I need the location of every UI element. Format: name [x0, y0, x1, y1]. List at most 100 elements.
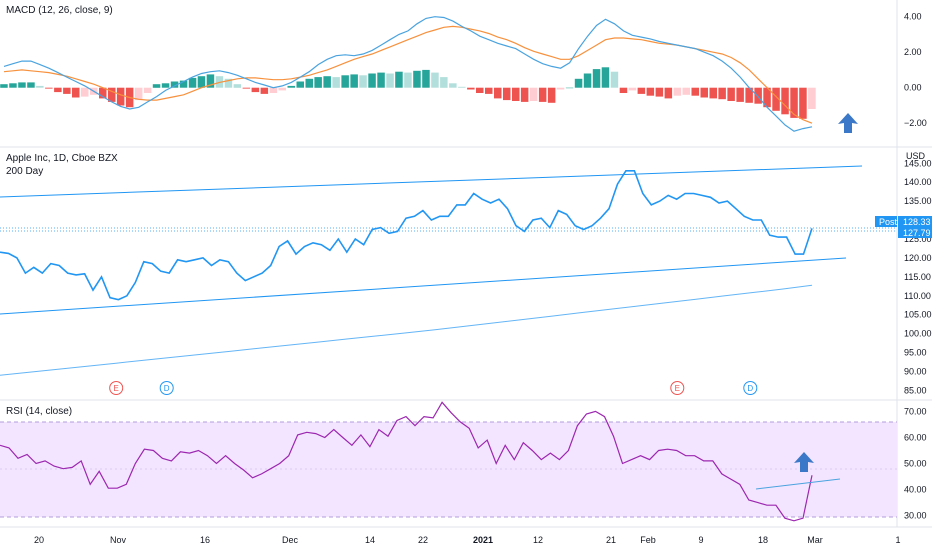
earnings-marker[interactable]: E	[109, 381, 124, 395]
x-axis: 20 Nov 16 Dec 14 22 2021 12 21 Feb 9 18 Mar 1	[34, 535, 901, 545]
x-tick-label: Feb	[640, 535, 656, 545]
macd-hist-bar	[700, 87, 708, 98]
rsi-up-arrow-icon	[794, 452, 814, 472]
price-tick-label: 125.00	[904, 234, 932, 244]
x-tick-label: 12	[533, 535, 543, 545]
event-letter: E	[114, 384, 119, 393]
ma-200-line	[0, 284, 813, 376]
rsi-tick-label: 40.00	[904, 485, 927, 495]
rsi-trendline	[755, 478, 841, 490]
macd-hist-bar	[251, 87, 260, 93]
price-pane: 145.00140.00135.00130.00125.00120.00115.…	[0, 151, 932, 395]
macd-hist-bar	[99, 87, 107, 99]
event-letter: E	[675, 384, 680, 393]
price-line	[0, 170, 813, 301]
macd-hist-bar	[72, 87, 80, 98]
macd-hist-bar	[628, 87, 637, 91]
macd-hist-bar	[781, 87, 789, 115]
macd-hist-bar	[790, 87, 798, 118]
macd-hist-bar	[242, 87, 251, 89]
macd-hist-bar	[422, 69, 430, 88]
macd-hist-bar	[440, 77, 448, 88]
x-tick-label: 22	[418, 535, 428, 545]
macd-hist-bar	[673, 87, 682, 96]
macd-hist-bar	[583, 73, 592, 88]
price-axis: 145.00140.00135.00130.00125.00120.00115.…	[904, 158, 932, 395]
macd-hist-bar	[0, 84, 8, 88]
price-tick-label: 140.00	[904, 177, 932, 187]
macd-hist-bar	[134, 87, 143, 101]
dividend-marker[interactable]: D	[743, 381, 758, 395]
macd-hist-bar	[332, 77, 340, 88]
price-tick-label: 95.00	[904, 348, 927, 358]
macd-hist-bar	[664, 87, 673, 99]
macd-hist-bar	[745, 87, 753, 103]
macd-hist-bar	[395, 71, 403, 88]
macd-hist-bar	[278, 87, 286, 91]
macd-tick-label: 4.00	[904, 12, 922, 22]
macd-hist-bar	[323, 76, 331, 88]
macd-hist-bar	[116, 87, 125, 106]
macd-hist-bar	[161, 83, 170, 88]
rsi-tick-label: 50.00	[904, 459, 927, 469]
x-tick-label: 20	[34, 535, 44, 545]
price-tick-label: 110.00	[904, 291, 931, 301]
macd-hist-bar	[494, 87, 502, 99]
macd-hist-bar	[269, 87, 278, 93]
macd-hist-bar	[18, 82, 26, 88]
macd-hist-bar	[736, 87, 744, 102]
macd-hist-bar	[476, 87, 484, 93]
macd-hist-bar	[538, 87, 547, 102]
macd-hist-bar	[170, 81, 179, 88]
currency-label: USD	[906, 151, 926, 161]
macd-hist-bar	[763, 87, 771, 108]
macd-hist-bar	[520, 87, 529, 102]
macd-hist-bar	[799, 87, 807, 119]
macd-hist-bar	[63, 87, 71, 94]
rsi-tick-label: 70.00	[904, 406, 927, 416]
macd-hist-bar	[341, 75, 349, 88]
macd-axis: 4.00 2.00 0.00 −2.00	[904, 12, 927, 128]
post-value: 128.33	[903, 217, 931, 227]
macd-hist-bar	[718, 87, 726, 100]
x-tick-label: 2021	[473, 535, 493, 545]
x-tick-label: 18	[758, 535, 768, 545]
rsi-axis: 70.00 60.00 50.00 40.00 30.00	[904, 406, 927, 520]
rsi-title: RSI (14, close)	[6, 406, 72, 417]
macd-hist-bar	[305, 78, 313, 88]
macd-hist-bar	[574, 78, 583, 88]
macd-hist-bar	[772, 87, 780, 111]
macd-line	[3, 16, 813, 132]
macd-hist-bar	[601, 67, 610, 88]
rsi-band-fill	[0, 422, 897, 517]
macd-hist-bar	[556, 87, 565, 90]
macd-hist-bar	[485, 87, 493, 94]
macd-tick-label: 0.00	[904, 83, 922, 93]
macd-hist-bar	[547, 87, 556, 103]
x-tick-label: Nov	[110, 535, 127, 545]
price-tick-label: 100.00	[904, 329, 932, 339]
macd-hist-bar	[431, 72, 439, 88]
macd-hist-bar	[9, 83, 17, 88]
earnings-marker[interactable]: E	[670, 381, 685, 395]
macd-hist-bar	[206, 74, 215, 88]
macd-hist-bar	[197, 76, 206, 88]
price-title: Apple Inc, 1D, Cboe BZX	[6, 153, 118, 164]
lower-channel-line	[0, 257, 847, 315]
price-tick-label: 135.00	[904, 196, 932, 206]
dividend-marker[interactable]: D	[159, 381, 174, 395]
macd-hist-bar	[108, 87, 116, 102]
macd-hist-bar	[188, 77, 197, 88]
macd-hist-bar	[467, 87, 475, 90]
macd-hist-bar	[143, 87, 152, 93]
macd-hist-bar	[54, 87, 62, 93]
rsi-tick-label: 30.00	[904, 511, 927, 521]
event-letter: D	[747, 384, 753, 393]
macd-hist-bar	[350, 74, 358, 88]
macd-hist-bar	[45, 87, 53, 89]
macd-hist-bar	[529, 87, 538, 101]
macd-tick-label: −2.00	[904, 118, 927, 128]
macd-hist-bar	[727, 87, 735, 101]
macd-hist-bar	[233, 84, 242, 88]
